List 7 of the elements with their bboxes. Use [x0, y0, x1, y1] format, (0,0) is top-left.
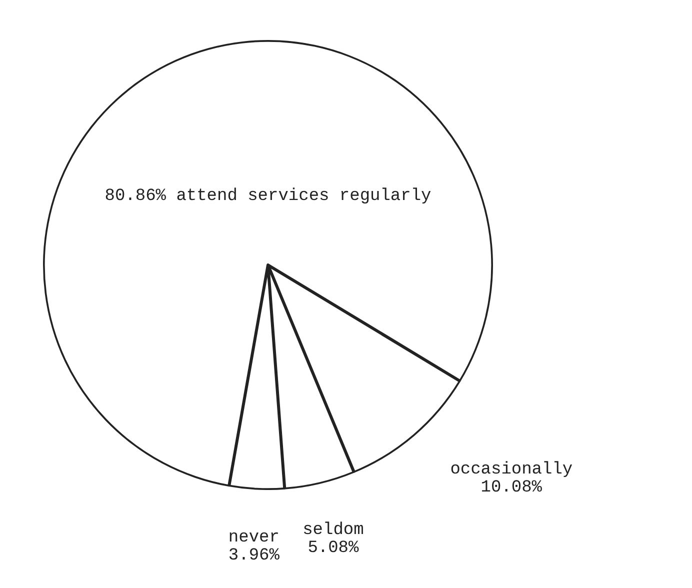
data-label: 3.96% [228, 546, 280, 566]
slice-label: 80.86% attend services regularly [104, 186, 432, 206]
slice-label: occasionally [450, 460, 573, 480]
slice-label: never [228, 528, 280, 548]
data-label: 10.08% [480, 478, 543, 498]
slice-label: seldom [302, 521, 364, 540]
data-label: 5.08% [308, 539, 360, 558]
